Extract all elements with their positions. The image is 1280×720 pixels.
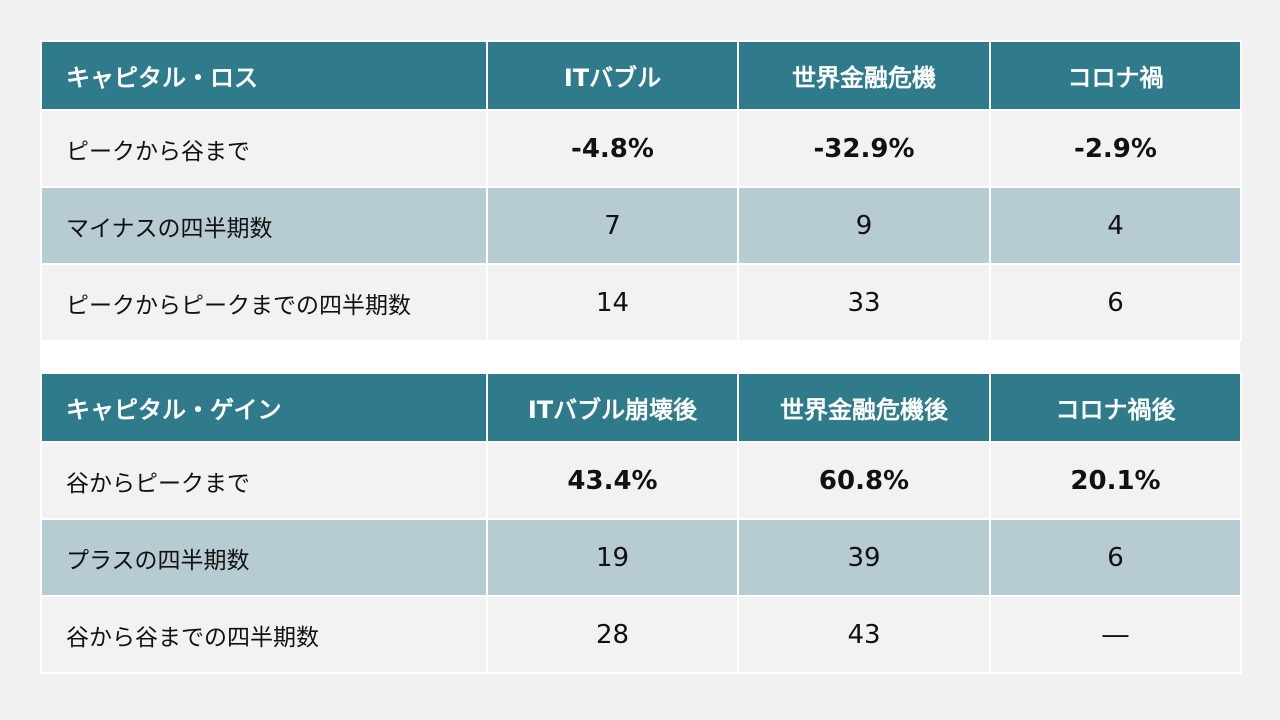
table-cell: 39 xyxy=(737,518,991,597)
table-cell: 28 xyxy=(486,595,739,674)
table-header-row: キャピタル・ゲイン ITバブル崩壊後 世界金融危機後 コロナ禍後 xyxy=(40,372,1242,443)
table-separator xyxy=(40,340,1240,372)
table-cell: 43 xyxy=(737,595,991,674)
row-label: プラスの四半期数 xyxy=(40,518,488,597)
column-header: ITバブル崩壊後 xyxy=(486,372,739,443)
table-row: プラスの四半期数 19 39 6 xyxy=(40,518,1242,597)
table-cell: 33 xyxy=(737,263,991,342)
row-label: 谷からピークまで xyxy=(40,441,488,520)
column-header: 世界金融危機 xyxy=(737,40,991,111)
column-header: コロナ禍後 xyxy=(989,372,1242,443)
table-cell: 7 xyxy=(486,186,739,265)
table-cell: 6 xyxy=(989,263,1242,342)
table-cell: 60.8% xyxy=(737,441,991,520)
table-row: ピークから谷まで -4.8% -32.9% -2.9% xyxy=(40,109,1242,188)
table-cell: 4 xyxy=(989,186,1242,265)
row-label: ピークから谷まで xyxy=(40,109,488,188)
row-label: 谷から谷までの四半期数 xyxy=(40,595,488,674)
row-label: ピークからピークまでの四半期数 xyxy=(40,263,488,342)
table-row: ピークからピークまでの四半期数 14 33 6 xyxy=(40,263,1242,342)
table-cell: 6 xyxy=(989,518,1242,597)
column-header: キャピタル・ゲイン xyxy=(40,372,488,443)
column-header: コロナ禍 xyxy=(989,40,1242,111)
capital-loss-table: キャピタル・ロス ITバブル 世界金融危機 コロナ禍 ピークから谷まで -4.8… xyxy=(40,40,1242,342)
table-cell: 14 xyxy=(486,263,739,342)
table-cell: -2.9% xyxy=(989,109,1242,188)
table-cell: -32.9% xyxy=(737,109,991,188)
table-row: マイナスの四半期数 7 9 4 xyxy=(40,186,1242,265)
column-header: ITバブル xyxy=(486,40,739,111)
table-cell: 43.4% xyxy=(486,441,739,520)
table-header-row: キャピタル・ロス ITバブル 世界金融危機 コロナ禍 xyxy=(40,40,1242,111)
table-cell: 20.1% xyxy=(989,441,1242,520)
table-cell: 19 xyxy=(486,518,739,597)
table-cell: 9 xyxy=(737,186,991,265)
table-row: 谷から谷までの四半期数 28 43 ― xyxy=(40,595,1242,674)
table-cell: ― xyxy=(989,595,1242,674)
capital-gain-table: キャピタル・ゲイン ITバブル崩壊後 世界金融危機後 コロナ禍後 谷からピークま… xyxy=(40,372,1242,674)
table-row: 谷からピークまで 43.4% 60.8% 20.1% xyxy=(40,441,1242,520)
column-header: 世界金融危機後 xyxy=(737,372,991,443)
table-cell: -4.8% xyxy=(486,109,739,188)
column-header: キャピタル・ロス xyxy=(40,40,488,111)
row-label: マイナスの四半期数 xyxy=(40,186,488,265)
